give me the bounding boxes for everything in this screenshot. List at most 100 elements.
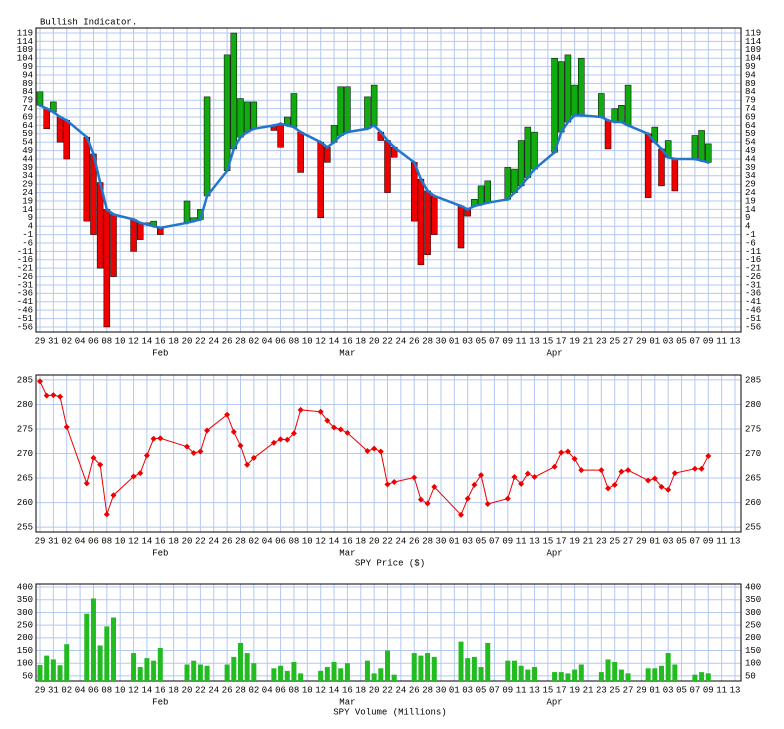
price-marker	[230, 428, 237, 435]
ma-point	[232, 147, 236, 151]
ma-point	[252, 127, 256, 131]
y-tick-label: 69	[22, 112, 33, 122]
volume-bar	[625, 673, 631, 681]
price-marker	[705, 452, 712, 459]
price-marker	[43, 392, 50, 399]
y-tick-label: 255	[17, 522, 33, 532]
x-tick-label: 12	[128, 536, 139, 546]
price-marker	[250, 454, 257, 461]
x-tick-label: 04	[75, 685, 86, 695]
price-marker	[63, 424, 70, 431]
ma-point	[372, 123, 376, 127]
ma-point	[466, 207, 470, 211]
ma-point	[526, 175, 530, 179]
ma-point	[553, 150, 557, 154]
x-tick-label: 20	[369, 685, 380, 695]
price-marker	[270, 439, 277, 446]
y-tick-label: 270	[17, 449, 33, 459]
y-tick-label: 280	[17, 400, 33, 410]
price-marker	[698, 465, 705, 472]
price-marker	[478, 472, 485, 479]
y-tick-label-right: -1	[745, 230, 756, 240]
indicator-bar	[644, 133, 652, 198]
x-tick-label: 05	[476, 336, 487, 346]
x-tick-label: 11	[716, 685, 727, 695]
x-tick-label: 10	[302, 685, 313, 695]
volume-bar	[318, 670, 324, 681]
x-tick-label: 28	[235, 536, 246, 546]
month-label: Mar	[339, 348, 355, 358]
price-marker	[511, 474, 518, 481]
y-tick-label: 9	[28, 213, 33, 223]
volume-bar	[284, 670, 290, 681]
price-marker	[458, 511, 465, 518]
month-label: Apr	[546, 348, 562, 358]
x-tick-label: 07	[689, 536, 700, 546]
indicator-bar	[277, 123, 284, 148]
x-tick-label: 24	[395, 685, 406, 695]
volume-bar	[271, 668, 277, 681]
x-tick-label: 10	[302, 336, 313, 346]
x-tick-label: 16	[342, 336, 353, 346]
y-tick-label: 260	[17, 498, 33, 508]
x-tick-label: 05	[476, 536, 487, 546]
x-tick-label: 18	[355, 685, 366, 695]
x-tick-label: 06	[275, 685, 286, 695]
volume-bar	[658, 665, 664, 681]
volume-bar	[344, 663, 350, 681]
indicator-bar	[243, 101, 251, 133]
ma-point	[419, 177, 423, 181]
y-tick-label: 14	[22, 205, 33, 215]
x-tick-label: 06	[88, 685, 99, 695]
y-tick-label: -36	[17, 289, 33, 299]
y-tick-label-right: 109	[745, 45, 761, 55]
x-tick-label: 04	[262, 685, 273, 695]
y-tick-label-right: 69	[745, 112, 756, 122]
x-tick-label: 29	[636, 536, 647, 546]
x-tick-label: 11	[516, 685, 527, 695]
indicator-bar	[370, 84, 378, 126]
price-marker	[464, 495, 471, 502]
indicator-bar	[384, 140, 391, 193]
volume-bar	[471, 656, 477, 681]
plot-frame	[35, 374, 742, 533]
price-marker	[324, 417, 331, 424]
ma-point	[706, 160, 710, 164]
x-tick-label: 06	[275, 536, 286, 546]
y-tick-label-right: 350	[745, 595, 761, 605]
y-tick-label: -21	[17, 264, 33, 274]
indicator-bar	[524, 126, 532, 178]
ma-point	[225, 169, 229, 173]
y-tick-label-right: -31	[745, 280, 761, 290]
ma-point	[619, 120, 623, 124]
x-tick-label: 08	[289, 536, 300, 546]
x-tick-label: 08	[289, 685, 300, 695]
y-tick-label: 114	[17, 37, 33, 47]
y-tick-label: 400	[17, 582, 33, 592]
indicator-bar	[237, 98, 244, 138]
price-marker	[371, 445, 378, 452]
volume-bar	[237, 642, 243, 681]
ma-point	[198, 217, 202, 221]
x-tick-label: 12	[128, 685, 139, 695]
month-label: Feb	[152, 697, 168, 707]
x-tick-label: 16	[155, 336, 166, 346]
x-tick-label: 18	[355, 536, 366, 546]
x-tick-label: 26	[409, 336, 420, 346]
volume-bar	[137, 667, 143, 681]
y-tick-label-right: 99	[745, 62, 756, 72]
x-tick-label: 07	[689, 685, 700, 695]
volume-bar	[431, 656, 437, 681]
month-label: Feb	[152, 348, 168, 358]
ma-point	[412, 160, 416, 164]
ma-point	[659, 147, 663, 151]
x-tick-label: 02	[248, 336, 259, 346]
x-tick-label: 10	[115, 536, 126, 546]
y-tick-label: 24	[22, 188, 33, 198]
indicator-bar	[618, 105, 625, 123]
price-marker	[224, 411, 231, 418]
y-tick-label-right: 255	[745, 522, 761, 532]
indicator-bar	[531, 131, 538, 170]
volume-bar	[558, 672, 564, 681]
